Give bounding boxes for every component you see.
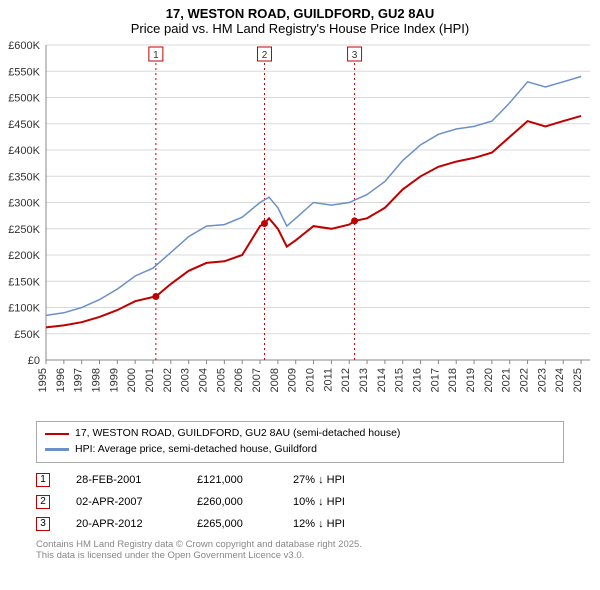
footer-line1: Contains HM Land Registry data © Crown c… (36, 539, 564, 550)
svg-text:2013: 2013 (358, 368, 370, 392)
svg-text:2019: 2019 (465, 368, 477, 392)
svg-text:£600K: £600K (8, 40, 40, 52)
svg-text:2016: 2016 (412, 368, 424, 392)
svg-text:£300K: £300K (8, 198, 40, 210)
event-price: £260,000 (197, 496, 267, 508)
event-date: 20-APR-2012 (76, 518, 171, 530)
legend-item: HPI: Average price, semi-detached house,… (45, 442, 555, 458)
event-row: 1 28-FEB-2001 £121,000 27% ↓ HPI (36, 473, 564, 487)
event-price: £121,000 (197, 474, 267, 486)
attribution-footer: Contains HM Land Registry data © Crown c… (36, 539, 564, 561)
chart-area: £0 £50K £100K £150K £200K £250K £300K £350K £400… (0, 40, 600, 415)
footer-line2: This data is licensed under the Open Gov… (36, 550, 564, 561)
legend-item: 17, WESTON ROAD, GUILDFORD, GU2 8AU (sem… (45, 426, 555, 442)
svg-text:£100K: £100K (8, 303, 40, 315)
event-delta: 10% ↓ HPI (293, 496, 388, 508)
chart-title-line1: 17, WESTON ROAD, GUILDFORD, GU2 8AU (0, 0, 600, 21)
svg-text:2015: 2015 (394, 368, 406, 392)
svg-text:2012: 2012 (340, 368, 352, 392)
svg-text:2018: 2018 (447, 368, 459, 392)
svg-text:3: 3 (352, 50, 358, 61)
svg-text:1: 1 (153, 50, 159, 61)
legend-label: 17, WESTON ROAD, GUILDFORD, GU2 8AU (sem… (75, 426, 400, 442)
event-price: £265,000 (197, 518, 267, 530)
svg-text:2024: 2024 (554, 368, 566, 392)
svg-text:2009: 2009 (287, 368, 299, 392)
svg-text:2008: 2008 (269, 368, 281, 392)
svg-text:£50K: £50K (14, 329, 40, 341)
line-chart: £0 £50K £100K £150K £200K £250K £300K £350K £400… (0, 40, 600, 415)
event-delta: 27% ↓ HPI (293, 474, 388, 486)
svg-text:2000: 2000 (126, 368, 138, 392)
chart-title-line2: Price paid vs. HM Land Registry's House … (0, 21, 600, 40)
svg-text:2007: 2007 (251, 368, 263, 392)
sale-events-table: 1 28-FEB-2001 £121,000 27% ↓ HPI 2 02-AP… (36, 473, 564, 531)
svg-text:£400K: £400K (8, 145, 40, 157)
svg-text:2: 2 (262, 50, 268, 61)
event-date: 28-FEB-2001 (76, 474, 171, 486)
chart-legend: 17, WESTON ROAD, GUILDFORD, GU2 8AU (sem… (36, 421, 564, 463)
svg-text:2011: 2011 (322, 368, 334, 392)
event-marker-icon: 3 (36, 517, 50, 531)
svg-text:£250K: £250K (8, 224, 40, 236)
event-row: 2 02-APR-2007 £260,000 10% ↓ HPI (36, 495, 564, 509)
svg-text:1996: 1996 (55, 368, 67, 392)
svg-text:£450K: £450K (8, 119, 40, 131)
svg-text:2001: 2001 (144, 368, 156, 392)
svg-text:£200K: £200K (8, 250, 40, 262)
svg-text:2002: 2002 (162, 368, 174, 392)
svg-text:1998: 1998 (91, 368, 103, 392)
legend-swatch (45, 448, 69, 451)
svg-text:2005: 2005 (215, 368, 227, 392)
svg-text:1999: 1999 (108, 368, 120, 392)
svg-text:1997: 1997 (73, 368, 85, 392)
svg-text:2021: 2021 (501, 368, 513, 392)
svg-text:£550K: £550K (8, 66, 40, 78)
svg-text:2003: 2003 (180, 368, 192, 392)
svg-text:£350K: £350K (8, 171, 40, 183)
event-marker-icon: 2 (36, 495, 50, 509)
legend-swatch (45, 433, 69, 436)
svg-text:2023: 2023 (536, 368, 548, 392)
svg-text:£500K: £500K (8, 93, 40, 105)
svg-text:2017: 2017 (429, 368, 441, 392)
svg-text:1995: 1995 (37, 368, 49, 392)
event-marker-icon: 1 (36, 473, 50, 487)
svg-text:2014: 2014 (376, 368, 388, 392)
event-delta: 12% ↓ HPI (293, 518, 388, 530)
svg-text:2025: 2025 (572, 368, 584, 392)
svg-text:£0: £0 (28, 355, 40, 367)
svg-text:£150K: £150K (8, 276, 40, 288)
svg-text:2010: 2010 (305, 368, 317, 392)
event-row: 3 20-APR-2012 £265,000 12% ↓ HPI (36, 517, 564, 531)
svg-text:2020: 2020 (483, 368, 495, 392)
event-date: 02-APR-2007 (76, 496, 171, 508)
svg-text:2004: 2004 (198, 368, 210, 392)
svg-text:2022: 2022 (519, 368, 531, 392)
svg-text:2006: 2006 (233, 368, 245, 392)
legend-label: HPI: Average price, semi-detached house,… (75, 442, 317, 458)
